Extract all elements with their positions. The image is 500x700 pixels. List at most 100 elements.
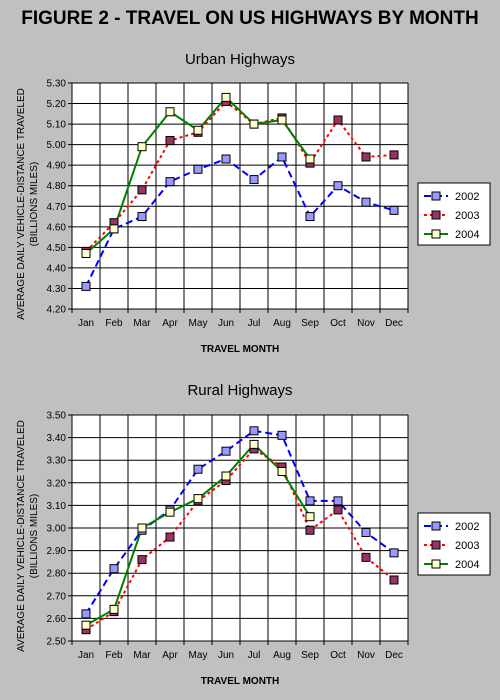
y-tick-label: 3.20	[47, 478, 67, 489]
y-tick-label: 3.50	[47, 411, 67, 422]
chart-title: Urban Highways	[185, 51, 295, 68]
x-tick-label: Feb	[105, 650, 123, 661]
x-axis-label: TRAVEL MONTH	[201, 676, 280, 687]
x-tick-label: Jun	[218, 650, 234, 661]
data-point-2002	[277, 152, 287, 162]
data-point-2002	[193, 464, 203, 474]
data-point-2002	[361, 528, 371, 538]
x-tick-label: Jan	[78, 650, 94, 661]
data-point-2004	[193, 125, 203, 135]
figure-title: FIGURE 2 - TRAVEL ON US HIGHWAYS BY MONT…	[21, 8, 479, 29]
legend-label-2002: 2002	[455, 191, 479, 203]
x-tick-label: Apr	[162, 650, 178, 661]
x-tick-label: Mar	[133, 650, 151, 661]
y-tick-label: 5.10	[47, 120, 67, 131]
data-point-2002	[221, 446, 231, 456]
x-tick-label: Nov	[357, 650, 375, 661]
y-tick-label: 5.30	[47, 79, 67, 90]
data-point-2004	[109, 604, 119, 614]
data-point-2004	[249, 119, 259, 129]
y-tick-label: 5.20	[47, 99, 67, 110]
legend-marker-2003	[431, 210, 441, 220]
x-tick-label: Feb	[105, 318, 123, 329]
data-point-2003	[165, 532, 175, 542]
data-point-2003	[305, 525, 315, 535]
data-point-2004	[81, 620, 91, 630]
y-tick-label: 4.60	[47, 222, 67, 233]
data-point-2003	[137, 185, 147, 195]
data-point-2004	[165, 507, 175, 517]
series-line-2003	[85, 100, 395, 253]
x-tick-label: Aug	[273, 318, 291, 329]
y-tick-label: 4.50	[47, 243, 67, 254]
data-point-2002	[249, 175, 259, 185]
y-tick-label: 2.60	[47, 614, 67, 625]
y-axis-label-units: (BILLIONS MILES)	[29, 162, 40, 246]
legend-label-2003: 2003	[455, 540, 479, 552]
y-tick-label: 5.00	[47, 140, 67, 151]
data-point-2003	[389, 150, 399, 160]
data-point-2004	[137, 142, 147, 152]
chart-title: Rural Highways	[187, 382, 292, 399]
y-axis-label: AVERAGE DAILY VEHICLE-DISTANCE TRAVELED	[16, 88, 27, 320]
x-tick-label: Sep	[301, 650, 319, 661]
legend-marker-2004	[431, 229, 441, 239]
data-point-2003	[389, 575, 399, 585]
data-point-2004	[305, 512, 315, 522]
data-point-2004	[277, 115, 287, 125]
x-tick-label: May	[189, 650, 208, 661]
data-point-2002	[81, 281, 91, 291]
legend-label-2004: 2004	[455, 229, 479, 241]
data-point-2002	[109, 564, 119, 574]
data-point-2002	[333, 496, 343, 506]
y-tick-label: 4.20	[47, 305, 67, 316]
x-tick-label: Jul	[248, 650, 261, 661]
data-point-2002	[305, 496, 315, 506]
data-point-2002	[333, 181, 343, 191]
data-point-2002	[277, 430, 287, 440]
data-point-2004	[249, 439, 259, 449]
data-point-2002	[305, 212, 315, 222]
x-tick-label: Sep	[301, 318, 319, 329]
x-tick-label: Oct	[330, 650, 346, 661]
x-axis-label: TRAVEL MONTH	[201, 344, 280, 355]
data-point-2002	[81, 609, 91, 619]
data-point-2002	[137, 212, 147, 222]
y-tick-label: 3.40	[47, 433, 67, 444]
y-tick-label: 2.80	[47, 569, 67, 580]
data-point-2004	[165, 107, 175, 117]
data-point-2003	[333, 505, 343, 515]
legend-marker-2003	[431, 540, 441, 550]
data-point-2004	[193, 494, 203, 504]
data-point-2002	[221, 154, 231, 164]
chart-1	[68, 414, 491, 645]
y-tick-label: 2.90	[47, 546, 67, 557]
x-tick-label: Oct	[330, 318, 346, 329]
data-point-2002	[249, 426, 259, 436]
y-tick-label: 3.00	[47, 524, 67, 535]
legend-marker-2004	[431, 559, 441, 569]
y-tick-label: 4.80	[47, 181, 67, 192]
legend-label-2002: 2002	[455, 521, 479, 533]
data-point-2004	[221, 92, 231, 102]
chart-0	[68, 82, 491, 313]
y-tick-label: 2.50	[47, 637, 67, 648]
data-point-2003	[165, 136, 175, 146]
legend-label-2004: 2004	[455, 559, 479, 571]
y-tick-label: 3.30	[47, 456, 67, 467]
data-point-2003	[361, 152, 371, 162]
x-tick-label: Jun	[218, 318, 234, 329]
y-tick-label: 4.90	[47, 161, 67, 172]
x-tick-label: Jul	[248, 318, 261, 329]
series-line-2002	[85, 429, 395, 615]
y-axis-label: AVERAGE DAILY VEHICLE-DISTANCE TRAVELED	[16, 420, 27, 652]
data-point-2004	[137, 523, 147, 533]
legend-marker-2002	[431, 191, 441, 201]
data-point-2004	[81, 249, 91, 259]
data-point-2004	[305, 154, 315, 164]
y-tick-label: 4.30	[47, 284, 67, 295]
data-point-2002	[361, 197, 371, 207]
x-tick-label: Mar	[133, 318, 151, 329]
